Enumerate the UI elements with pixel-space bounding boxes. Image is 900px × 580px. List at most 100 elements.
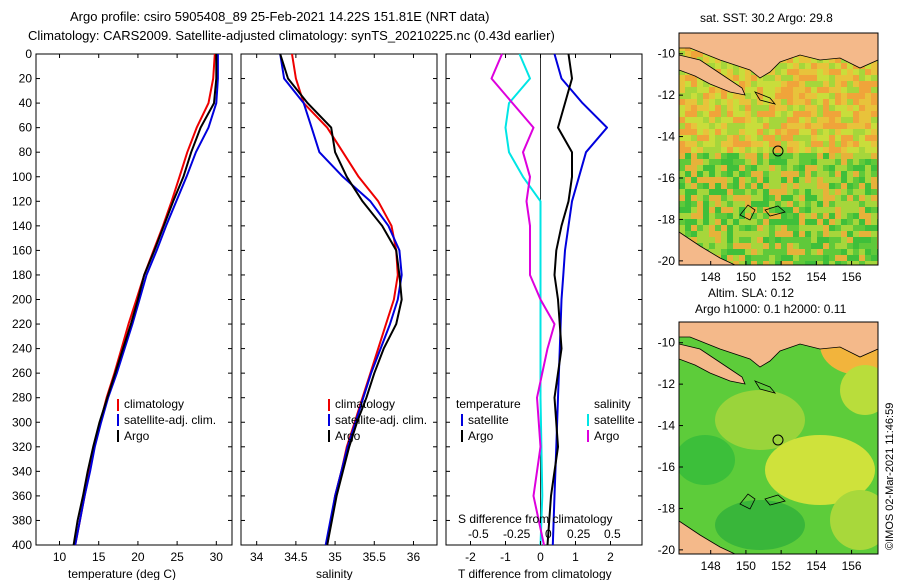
sst-cell [805, 255, 811, 261]
sst-cell [745, 135, 751, 141]
sst-cell [745, 213, 751, 219]
sst-cell [847, 231, 853, 237]
sst-cell [679, 81, 685, 87]
sst-cell [739, 135, 745, 141]
map-x-tick-label: 150 [736, 559, 756, 573]
sst-cell [823, 135, 829, 141]
sst-cell [685, 219, 691, 225]
sst-cell [751, 237, 757, 243]
sst-cell [847, 225, 853, 231]
sst-cell [841, 117, 847, 123]
sst-cell [775, 69, 781, 75]
sst-cell [751, 75, 757, 81]
sst-cell [847, 165, 853, 171]
sst-cell [691, 93, 697, 99]
sst-cell [691, 225, 697, 231]
sst-cell [781, 189, 787, 195]
sst-cell [787, 261, 793, 265]
sst-cell [775, 75, 781, 81]
sst-cell [859, 81, 865, 87]
sst-cell [835, 231, 841, 237]
sst-cell [739, 183, 745, 189]
sst-cell [829, 165, 835, 171]
sst-cell [805, 177, 811, 183]
sst-cell [871, 105, 877, 111]
sst-cell [793, 99, 799, 105]
sst-cell [799, 225, 805, 231]
sst-cell [859, 261, 865, 265]
sst-cell [709, 189, 715, 195]
sst-cell [703, 213, 709, 219]
sst-cell [871, 63, 877, 69]
sst-cell [805, 81, 811, 87]
sst-cell [757, 123, 763, 129]
sst-cell [727, 177, 733, 183]
sst-cell [841, 171, 847, 177]
sst-cell [685, 195, 691, 201]
sst-cell [757, 213, 763, 219]
sst-cell [745, 159, 751, 165]
salinity-tick-layer: 34 34.5 35 35.5 36 [241, 53, 437, 564]
sst-cell [769, 153, 775, 159]
sst-cell [859, 135, 865, 141]
sst-cell [685, 75, 691, 81]
sst-cell [715, 153, 721, 159]
sst-cell [775, 231, 781, 237]
map-y-tick-label: -14 [658, 419, 676, 433]
sst-cell [775, 249, 781, 255]
sst-cell [769, 237, 775, 243]
sst-cell [817, 75, 823, 81]
sst-map-profile-marker [772, 145, 784, 157]
sst-cell [721, 141, 727, 147]
sst-cell [703, 207, 709, 213]
sst-cell [685, 153, 691, 159]
sst-cell [691, 177, 697, 183]
sst-cell [847, 75, 853, 81]
sst-cell [703, 231, 709, 237]
sst-cell [697, 99, 703, 105]
sst-cell [685, 165, 691, 171]
sst-cell [823, 219, 829, 225]
sst-cell [811, 129, 817, 135]
sst-cell [691, 189, 697, 195]
sst-cell [835, 129, 841, 135]
sst-cell [835, 141, 841, 147]
sst-cell [823, 225, 829, 231]
sst-cell [733, 147, 739, 153]
sst-cell [733, 165, 739, 171]
sst-cell [769, 219, 775, 225]
sst-cell [793, 165, 799, 171]
sst-cell [835, 165, 841, 171]
sst-cell [763, 195, 769, 201]
s-diff-tick: 0.5 [604, 527, 621, 541]
sst-cell [835, 177, 841, 183]
sst-cell [769, 165, 775, 171]
sst-cell [811, 195, 817, 201]
sst-cell [841, 93, 847, 99]
sst-cell [733, 171, 739, 177]
x-tick-label: 34.5 [284, 550, 308, 564]
series-line-temperature-argo [546, 53, 573, 546]
sst-cell [805, 207, 811, 213]
sst-cell [721, 243, 727, 249]
sst-cell [703, 117, 709, 123]
sst-cell [859, 141, 865, 147]
sst-cell [817, 231, 823, 237]
sst-cell [691, 147, 697, 153]
diff-legend-temp-argo: Argo [468, 429, 494, 443]
sst-cell [739, 141, 745, 147]
sst-cell [775, 93, 781, 99]
sst-cell [727, 165, 733, 171]
sst-cell [763, 111, 769, 117]
sst-cell [763, 159, 769, 165]
sst-cell [727, 249, 733, 255]
sst-cell [841, 111, 847, 117]
sst-cell [805, 243, 811, 249]
sst-cell [715, 219, 721, 225]
sst-cell [859, 93, 865, 99]
series-line-argo [279, 53, 403, 546]
sst-cell [697, 225, 703, 231]
sst-cell [805, 213, 811, 219]
sst-cell [805, 153, 811, 159]
sst-cell [829, 213, 835, 219]
